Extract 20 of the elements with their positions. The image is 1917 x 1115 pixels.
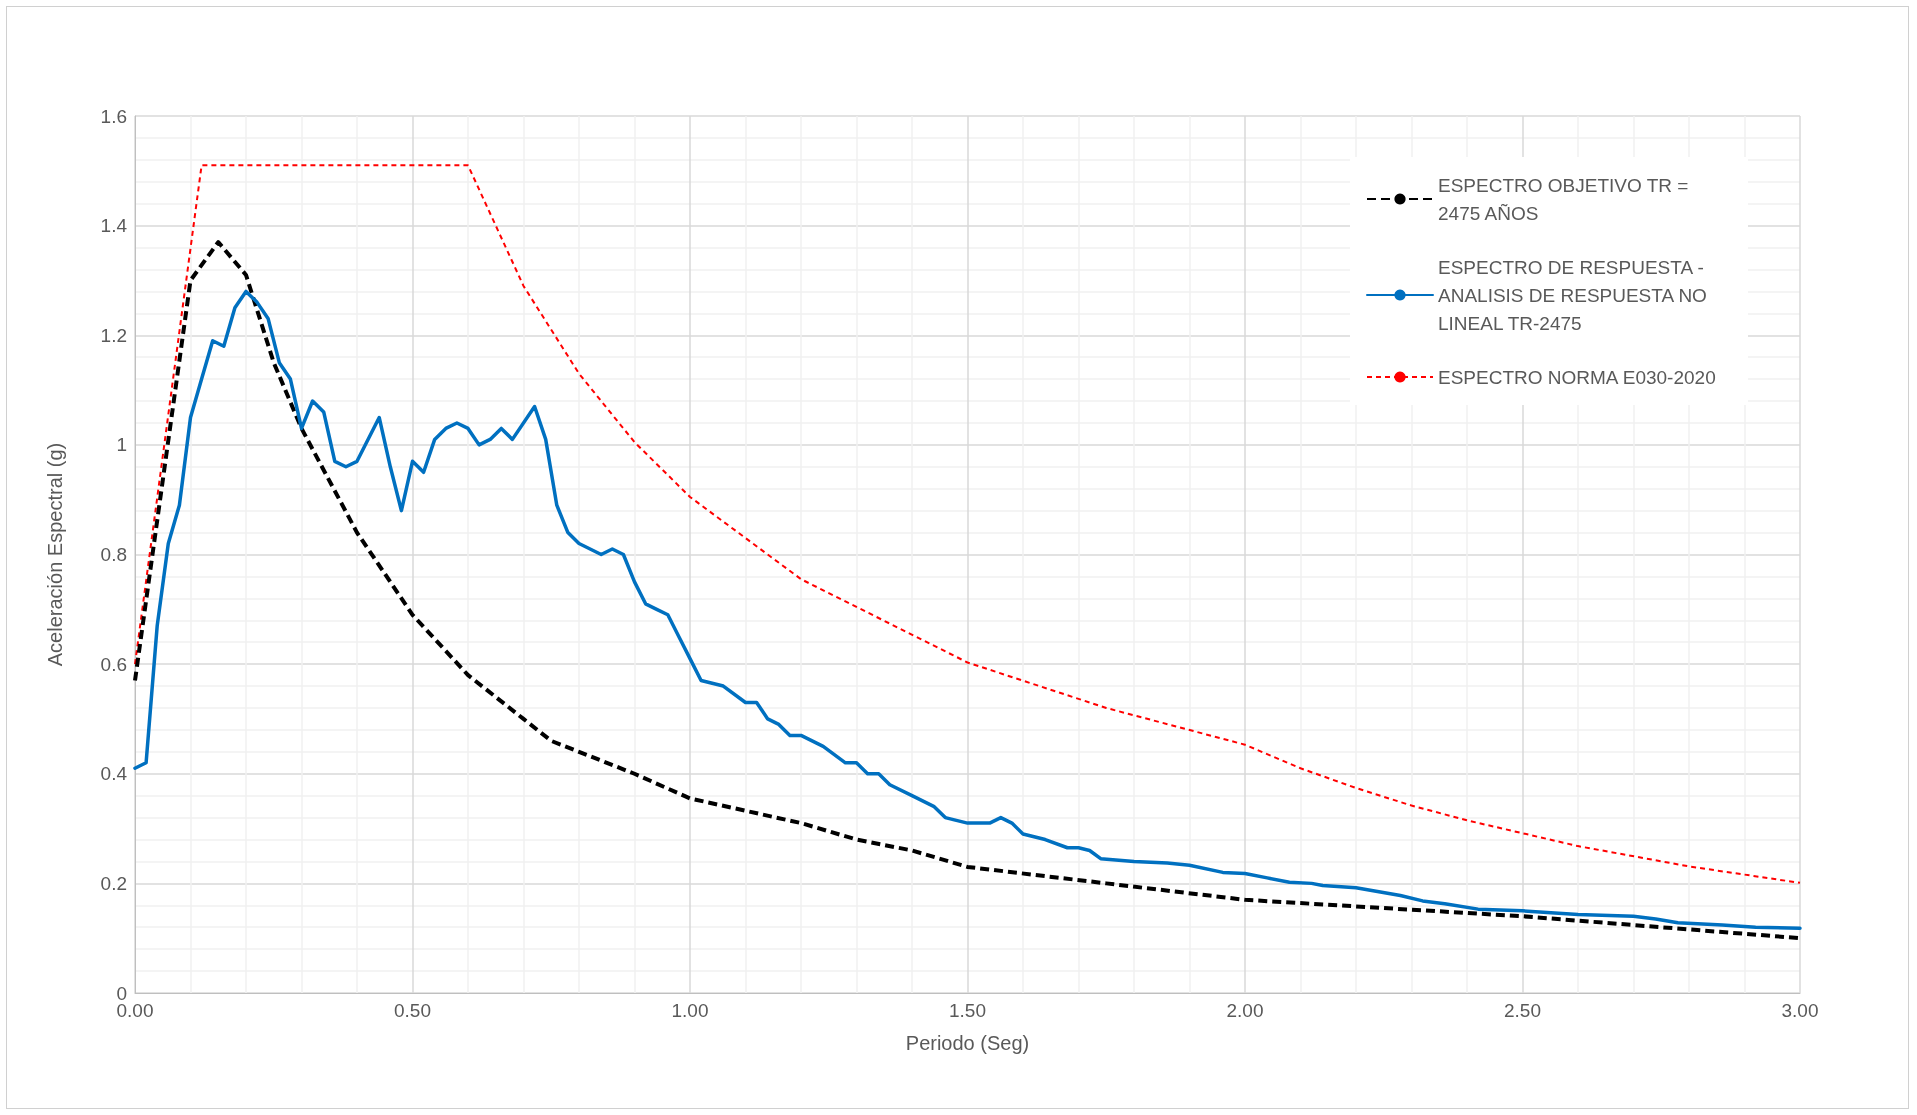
x-tick-label: 2.00	[1226, 1000, 1264, 1021]
x-tick-label: 1.50	[949, 1000, 986, 1021]
legend-label: ESPECTRO DE RESPUESTA - ANALISIS DE RESPUESTA NO LINEAL TR-2475	[1438, 256, 1713, 334]
x-tick-label: 2.50	[1504, 1000, 1541, 1021]
y-tick-label: 1.2	[100, 324, 127, 346]
line-series	[134, 164, 1801, 884]
y-tick-label: 0.2	[100, 872, 127, 894]
x-axis-title: Periodo (Seg)	[905, 1032, 1030, 1054]
x-tick-label: 3.00	[1781, 1000, 1819, 1021]
x-tick-label: 1.00	[671, 1000, 709, 1021]
y-tick-label: 0.6	[100, 653, 127, 675]
y-axis-title: Aceleración Espectral (g)	[44, 442, 66, 667]
legend-label: ESPECTRO OBJETIVO TR = 2475 AÑOS	[1438, 174, 1694, 224]
y-tick-label: 0.8	[100, 544, 127, 565]
y-tick-label: 1.6	[100, 105, 127, 127]
x-tick-label: 0.50	[394, 1000, 431, 1021]
y-tick-label: 1	[116, 434, 127, 456]
y-tick-label: 1.4	[100, 215, 128, 237]
legend-label: ESPECTRO NORMA E030-2020	[1438, 366, 1716, 388]
y-tick-label: 0.4	[100, 763, 128, 785]
